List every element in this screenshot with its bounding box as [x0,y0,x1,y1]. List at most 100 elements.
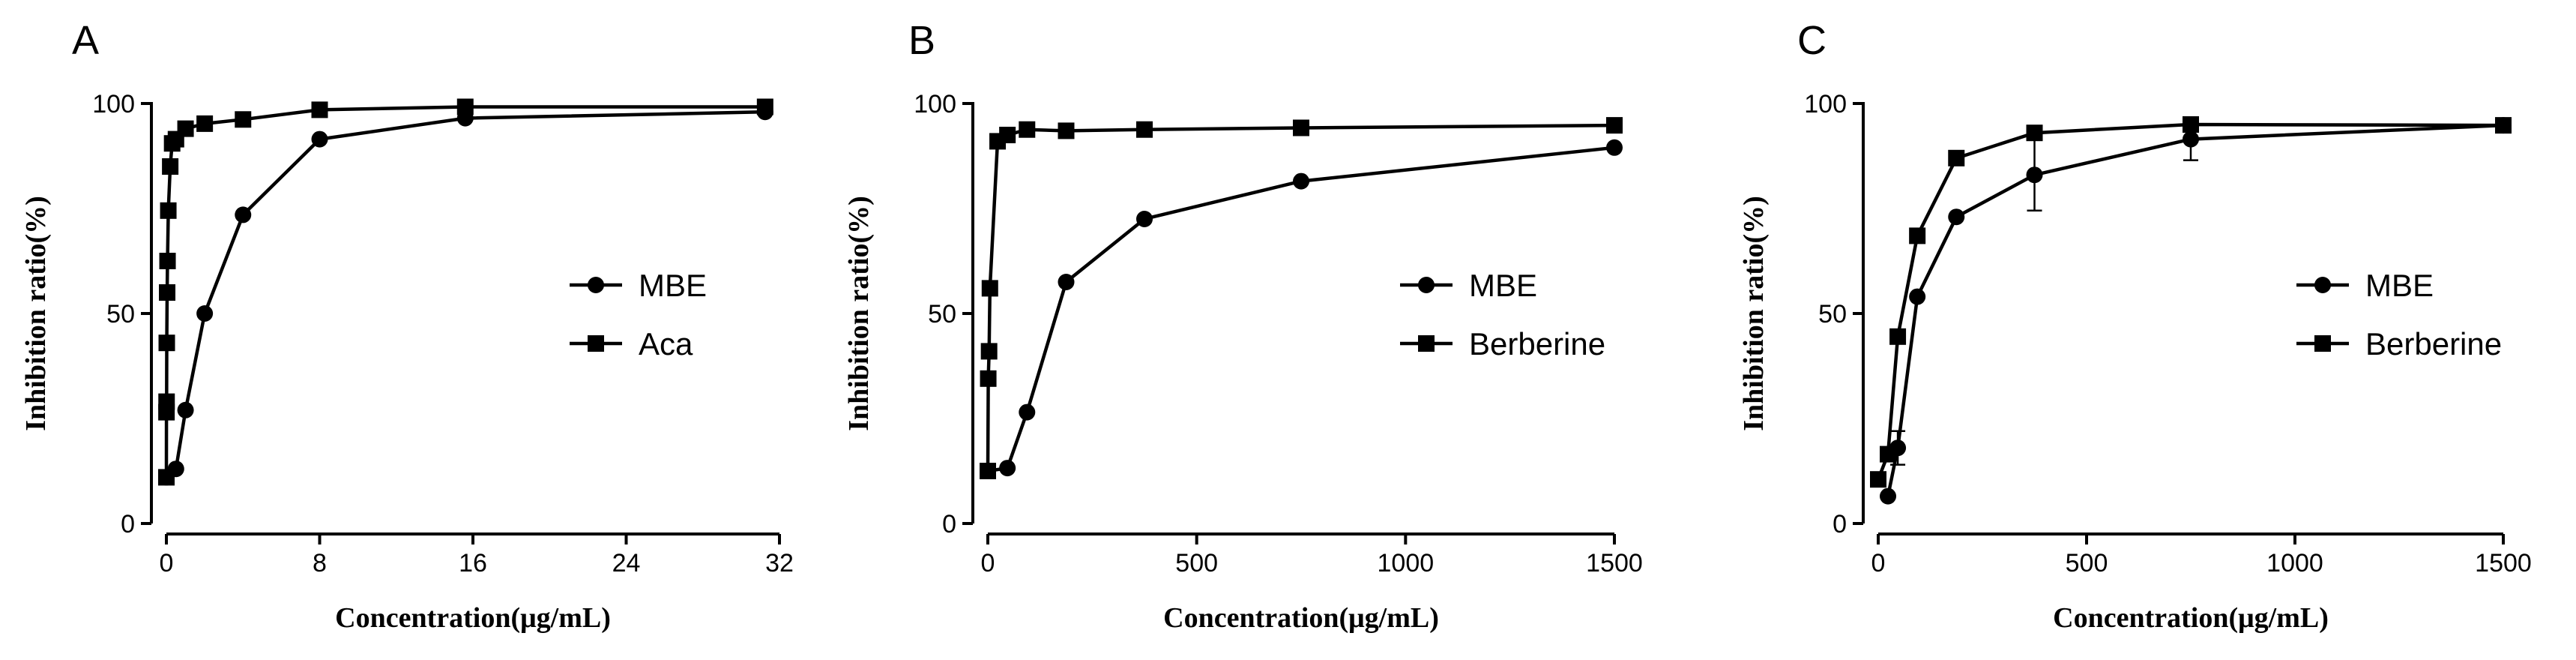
panel-letter: B [908,18,935,63]
legend-label: Aca [639,326,693,362]
y-tick-label: 50 [1818,300,1847,328]
data-point [1606,139,1623,156]
data-point [2183,130,2199,148]
data-point [1019,121,1036,138]
x-tick-label: 24 [612,549,641,578]
data-point [1136,121,1153,138]
legend-item-0: MBE [570,268,707,303]
data-point [311,130,328,148]
data-point [2026,166,2043,184]
x-tick-label: 8 [313,549,327,578]
panel-b: B Inhibition ratio(%) Concentration(μg/m… [843,18,1643,634]
data-point [177,120,194,137]
panel-a: A Inhibition ratio(%) Concentration(μg/m… [20,18,794,634]
legend-swatch-marker [588,277,604,293]
y-tick-label: 50 [928,300,956,328]
data-point [1880,488,1897,505]
panel-c: C Inhibition ratio(%) Concentration(μg/m… [1738,18,2532,634]
data-point [162,158,179,175]
data-point [1019,404,1036,421]
data-point [980,370,997,387]
data-point [1909,227,1926,244]
y-tick-label: 100 [914,90,956,118]
series-line-berberine [1876,122,2504,481]
y-tick-label: 50 [106,300,135,328]
legend: MBE Aca [570,268,707,362]
x-tick-label: 1000 [2266,549,2323,578]
x-axis-title: Concentration(μg/mL) [335,602,611,634]
data-point [311,101,328,118]
x-tick-label: 500 [2066,549,2108,578]
legend-item-0: MBE [1400,268,1537,303]
legend: MBE Berberine [2296,268,2502,362]
data-point [980,463,996,479]
data-point [235,206,252,224]
data-point [981,280,998,297]
plot-area [980,117,1623,479]
panel-letter: A [72,18,99,63]
panel-letter: C [1797,18,1827,63]
legend-swatch-marker [1418,335,1435,352]
x-tick-label: 16 [459,549,487,578]
legend-swatch-marker [1418,277,1435,293]
data-point [1870,471,1886,488]
y-axis-title: Inhibition ratio(%) [20,196,52,431]
data-point [1058,122,1075,140]
series-line-mbe [1886,123,2504,497]
data-point [2183,116,2199,133]
series-line-mbe [165,110,765,479]
legend-label: Berberine [1469,326,1605,362]
data-point [1948,149,1965,166]
data-point [159,284,176,301]
x-tick-label: 1500 [1586,549,1643,578]
legend-swatch-marker [588,335,604,352]
legend-item-1: Berberine [1400,326,1605,362]
y-tick-label: 0 [1833,510,1847,538]
data-point [1909,288,1926,305]
data-point [999,127,1016,143]
data-point [2495,117,2512,134]
series-line-aca [164,105,765,478]
data-point [1136,211,1153,227]
x-axis-title: Concentration(μg/mL) [2053,602,2329,634]
data-point [999,460,1016,477]
y-tick-label: 0 [121,510,135,538]
y-tick-label: 100 [1804,90,1847,118]
data-point [196,305,214,322]
data-point [1058,274,1075,290]
y-tick-label: 0 [942,510,956,538]
x-tick-label: 1000 [1378,549,1435,578]
data-point [1293,172,1309,190]
plot-area [158,98,773,486]
legend: MBE Berberine [1400,268,1605,362]
x-tick-label: 0 [1871,549,1886,578]
plot-area [1870,116,2512,505]
y-tick-label: 100 [92,90,135,118]
legend-swatch-marker [2314,277,2331,293]
data-point [2026,124,2043,142]
data-point [756,98,773,116]
x-axis-title: Concentration(μg/mL) [1163,602,1439,634]
data-point [177,401,194,418]
legend-swatch-marker [2314,335,2331,352]
data-point [1948,208,1965,226]
y-axis-title: Inhibition ratio(%) [1738,196,1770,431]
data-point [980,343,998,360]
x-tick-label: 32 [765,549,794,578]
data-point [158,469,175,486]
legend-label: MBE [2365,268,2434,303]
data-point [1889,328,1907,345]
data-point [159,253,176,269]
legend-label: MBE [639,268,707,303]
axes: 0 50 100 0 8 16 24 32 [92,90,794,578]
x-tick-label: 0 [160,549,174,578]
legend-label: Berberine [2365,326,2502,362]
data-point [456,98,474,116]
x-tick-label: 1500 [2475,549,2532,578]
data-point [1606,117,1623,134]
y-axis-title: Inhibition ratio(%) [843,196,875,431]
series-line-mbe [987,146,1615,473]
